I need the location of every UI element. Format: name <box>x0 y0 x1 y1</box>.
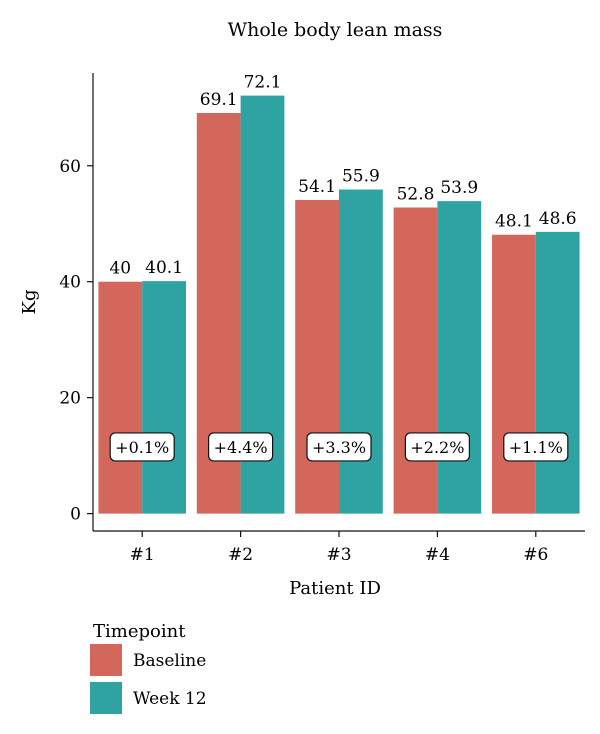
chart-title: Whole body lean mass <box>228 19 443 41</box>
bar-value-label: 55.9 <box>342 167 380 187</box>
change-label: +3.3% <box>312 438 366 457</box>
x-tick-label: #6 <box>523 545 548 565</box>
change-label-box <box>306 432 372 462</box>
bar-value-label: 72.1 <box>244 73 282 93</box>
bar-week-12 <box>142 281 186 514</box>
y-axis-title: Kg <box>19 290 40 315</box>
change-label: +1.1% <box>509 438 563 457</box>
x-axis-title: Patient ID <box>289 578 381 599</box>
bar-value-label: 48.1 <box>495 212 533 232</box>
legend-swatch-week-12 <box>90 682 122 714</box>
x-tick-label: #2 <box>228 545 253 565</box>
legend-title: Timepoint <box>93 621 186 642</box>
bar-week-12 <box>535 231 580 514</box>
x-tick-label: #1 <box>130 545 155 565</box>
change-label: +4.4% <box>214 438 268 457</box>
bar-value-label: 52.8 <box>397 185 435 205</box>
x-tick-label: #3 <box>326 545 351 565</box>
bar-value-label: 69.1 <box>200 90 238 110</box>
change-label-box <box>109 432 175 462</box>
legend-swatch-baseline <box>90 644 122 676</box>
y-tick-label: 0 <box>70 505 81 525</box>
legend-label-baseline: Baseline <box>133 651 206 671</box>
y-tick-label: 40 <box>59 273 81 293</box>
bar-week-12 <box>339 189 383 514</box>
x-tick-label: #4 <box>425 545 450 565</box>
bar-value-label: 40 <box>109 259 131 279</box>
change-label-box <box>404 432 470 462</box>
bar-value-label: 53.9 <box>440 178 478 198</box>
plot-area: 0 20 40 60 #1 40 40.1 +0.1% #2 69.1 72.1 +4.4% #3 54.… <box>59 73 580 565</box>
bar-value-label: 40.1 <box>145 258 183 278</box>
bar-baseline <box>98 281 143 514</box>
bar-week-12 <box>437 201 482 514</box>
legend: Timepoint Baseline Week 12 <box>90 621 207 714</box>
bar-baseline <box>295 199 339 514</box>
change-label: +2.2% <box>410 438 464 457</box>
bar-baseline <box>492 234 536 514</box>
bar-value-label: 48.6 <box>539 209 577 229</box>
y-tick-label: 60 <box>59 157 81 177</box>
change-label: +0.1% <box>115 438 169 457</box>
legend-label-week-12: Week 12 <box>133 689 207 709</box>
change-label-box <box>208 432 274 462</box>
bar-value-label: 54.1 <box>298 177 336 197</box>
change-label-box <box>503 432 569 462</box>
bar-baseline <box>393 207 438 514</box>
y-tick-label: 20 <box>59 389 81 409</box>
